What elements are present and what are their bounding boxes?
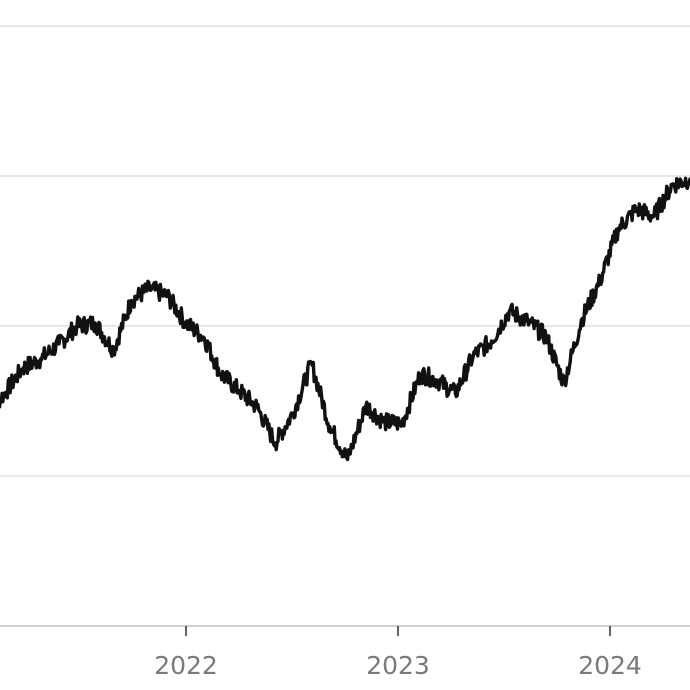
x-tick-label: 2022 xyxy=(154,651,218,680)
x-axis: 2022 2023 2024 xyxy=(154,626,642,680)
series-line xyxy=(0,176,690,462)
x-tick-label: 2024 xyxy=(578,651,642,680)
gridlines xyxy=(0,25,690,477)
x-tick-label: 2023 xyxy=(366,651,430,680)
